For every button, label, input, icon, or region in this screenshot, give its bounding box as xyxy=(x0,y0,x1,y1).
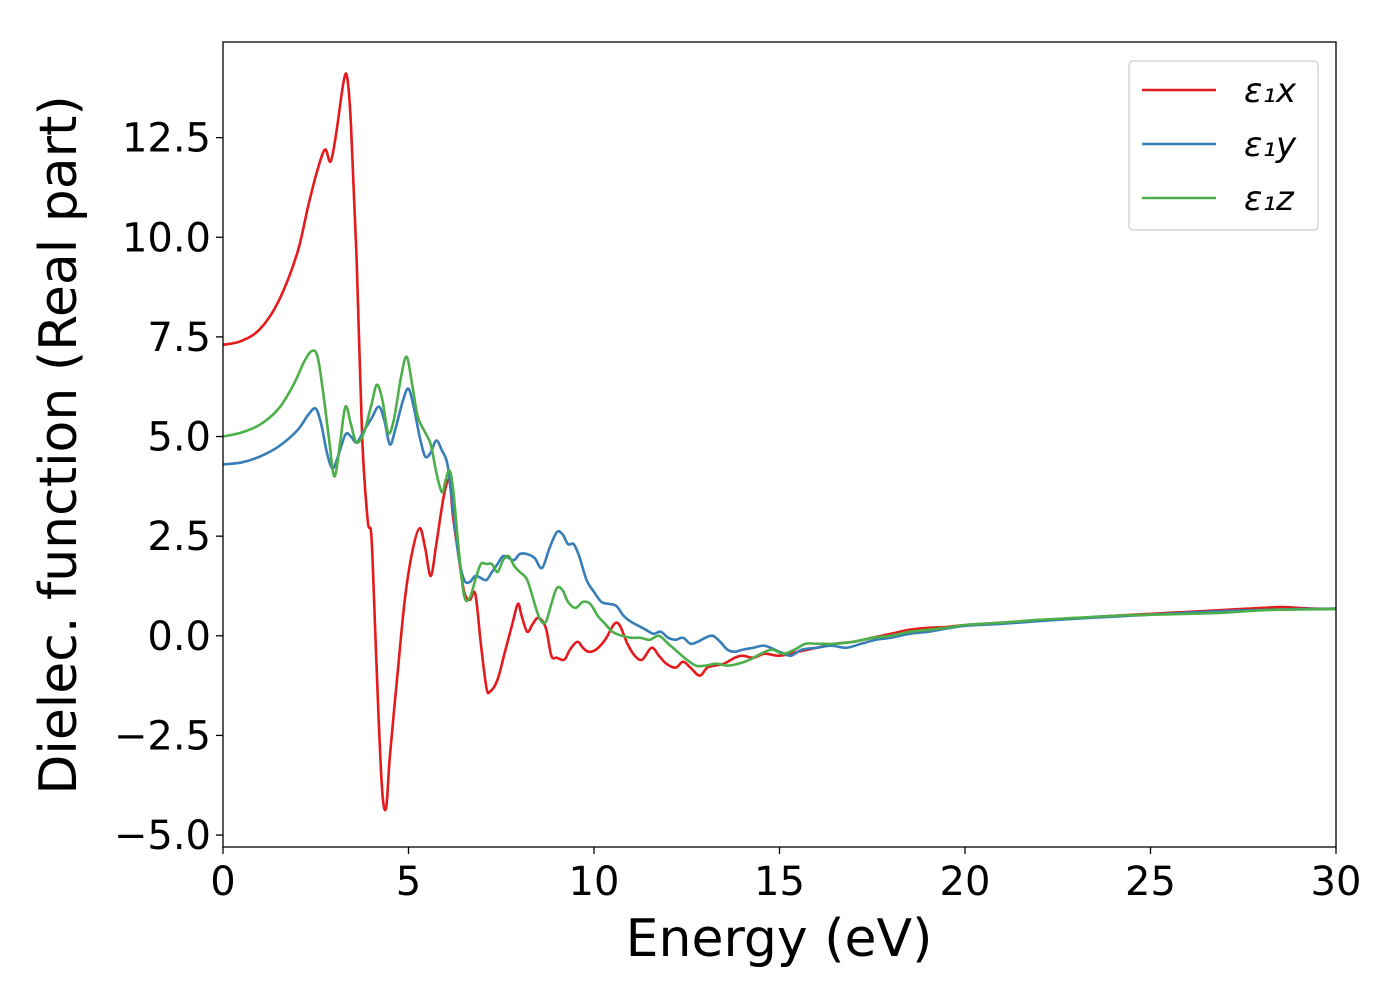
legend-label-2: ε₁y xyxy=(1244,125,1297,165)
x-tick-label: 15 xyxy=(754,859,805,905)
legend-box xyxy=(1128,60,1319,231)
x-tick-label: 25 xyxy=(1125,859,1176,905)
legend-label-3: ε₁z xyxy=(1244,179,1295,219)
y-tick-label: −2.5 xyxy=(114,713,211,759)
legend-label-1: ε₁x xyxy=(1244,71,1297,111)
x-tick-label: 5 xyxy=(396,859,421,905)
x-axis-label: Energy (eV) xyxy=(626,909,933,969)
y-tick-label: 2.5 xyxy=(147,514,211,560)
y-axis-label: Dielec. function (Real part) xyxy=(29,95,89,794)
y-tick-label: 7.5 xyxy=(147,315,211,361)
series-line-2 xyxy=(223,387,1336,658)
x-tick-label: 10 xyxy=(569,859,620,905)
x-tick-label: 0 xyxy=(210,859,235,905)
y-tick-label: −5.0 xyxy=(114,813,211,859)
y-tick-label: 12.5 xyxy=(122,116,211,162)
series-lines xyxy=(223,72,1336,812)
x-tick-label: 20 xyxy=(940,859,991,905)
y-tick-label: 0.0 xyxy=(147,614,211,660)
axis-ticks: 0 5 10 15 20 25 30 −5.0 −2.5 0.0 2.5 5.0 7.5 10.0 12.5 xyxy=(114,116,1362,905)
y-tick-label: 5.0 xyxy=(147,415,211,461)
y-tick-label: 10.0 xyxy=(122,215,211,261)
legend: ε₁x ε₁y ε₁z xyxy=(1128,60,1319,231)
x-tick-label: 30 xyxy=(1311,859,1362,905)
series-line-3 xyxy=(223,349,1336,668)
